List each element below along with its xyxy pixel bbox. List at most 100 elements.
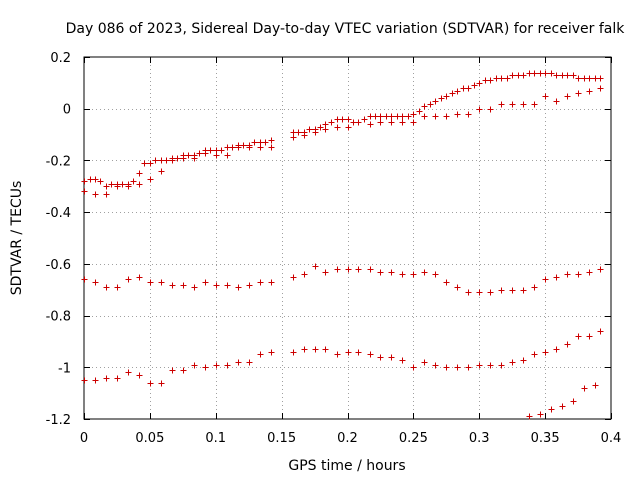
data-point [487, 77, 494, 84]
data-point [119, 181, 126, 188]
data-point [345, 266, 352, 273]
data-point [262, 139, 269, 146]
data-point [509, 72, 516, 79]
x-tick-label: 0.4 [601, 431, 622, 446]
data-point [361, 116, 368, 123]
data-point [592, 382, 599, 389]
data-point [130, 178, 137, 185]
data-point [443, 113, 450, 120]
data-point [180, 155, 187, 162]
data-point [537, 411, 544, 418]
data-point [471, 82, 478, 89]
data-point [136, 181, 143, 188]
y-tick-label: 0.2 [50, 51, 71, 66]
data-point [388, 354, 395, 361]
y-tick-label: -1 [58, 361, 71, 376]
data-point [97, 178, 104, 185]
data-point [575, 271, 582, 278]
data-point [399, 113, 406, 120]
data-point [465, 289, 472, 296]
data-point [476, 80, 483, 87]
data-point [542, 93, 549, 100]
data-point [322, 269, 329, 276]
data-point [597, 328, 604, 335]
data-point [218, 147, 225, 154]
data-point [531, 101, 538, 108]
data-point [125, 183, 132, 190]
data-point [345, 116, 352, 123]
data-point [399, 119, 406, 126]
data-point [553, 72, 560, 79]
data-point [246, 282, 253, 289]
data-point [114, 375, 121, 382]
data-point [158, 168, 165, 175]
data-point [427, 101, 434, 108]
data-point [312, 129, 319, 136]
data-point [410, 119, 417, 126]
data-point [246, 359, 253, 366]
data-point [421, 269, 428, 276]
data-point [147, 176, 154, 183]
data-point [559, 403, 566, 410]
data-point [570, 398, 577, 405]
data-point [191, 155, 198, 162]
data-point [432, 98, 439, 105]
data-point [257, 144, 264, 151]
data-point [301, 271, 308, 278]
data-point [92, 191, 99, 198]
data-point [163, 157, 170, 164]
data-point [136, 170, 143, 177]
data-point [322, 346, 329, 353]
x-axis-label: GPS time / hours [288, 458, 405, 474]
data-point [103, 284, 110, 291]
data-point [449, 90, 456, 97]
data-point [92, 176, 99, 183]
data-point [586, 75, 593, 82]
data-point [235, 144, 242, 151]
x-tick-label: 0.3 [469, 431, 490, 446]
x-tick-label: 0.2 [337, 431, 358, 446]
data-point [136, 372, 143, 379]
data-point [388, 269, 395, 276]
data-point [295, 129, 302, 136]
data-point [405, 113, 412, 120]
data-point [317, 124, 324, 131]
data-point [180, 282, 187, 289]
data-point [498, 287, 505, 294]
data-point [570, 72, 577, 79]
data-point [553, 274, 560, 281]
x-tick-label: 0.15 [267, 431, 296, 446]
data-point [454, 364, 461, 371]
data-point [180, 367, 187, 374]
data-point [476, 362, 483, 369]
data-point [597, 266, 604, 273]
data-point [81, 178, 88, 185]
data-point [147, 380, 154, 387]
data-point [388, 113, 395, 120]
data-point [334, 266, 341, 273]
data-point [322, 126, 329, 133]
data-point [476, 289, 483, 296]
series-lower [81, 328, 604, 387]
data-point [202, 364, 209, 371]
data-point [251, 139, 258, 146]
x-tick-label: 0.35 [531, 431, 560, 446]
data-point [290, 349, 297, 356]
data-point [443, 364, 450, 371]
series-bottom [526, 382, 599, 420]
tick-labels: 0 0.05 0.1 0.15 0.2 0.25 0.3 0.35 0.4 0.2 0 -0.2 -0.… [46, 51, 622, 446]
series-upper-a [81, 70, 604, 190]
data-point [334, 351, 341, 358]
data-point [542, 349, 549, 356]
axis-ticks [84, 57, 612, 420]
chart-title: Day 086 of 2023, Sidereal Day-to-day VTE… [66, 21, 626, 37]
data-point [454, 88, 461, 95]
data-point [257, 351, 264, 358]
data-point [498, 75, 505, 82]
data-point [548, 70, 555, 77]
data-point [169, 282, 176, 289]
data-point [575, 333, 582, 340]
data-point [136, 274, 143, 281]
data-point [141, 160, 148, 167]
data-point [520, 287, 527, 294]
